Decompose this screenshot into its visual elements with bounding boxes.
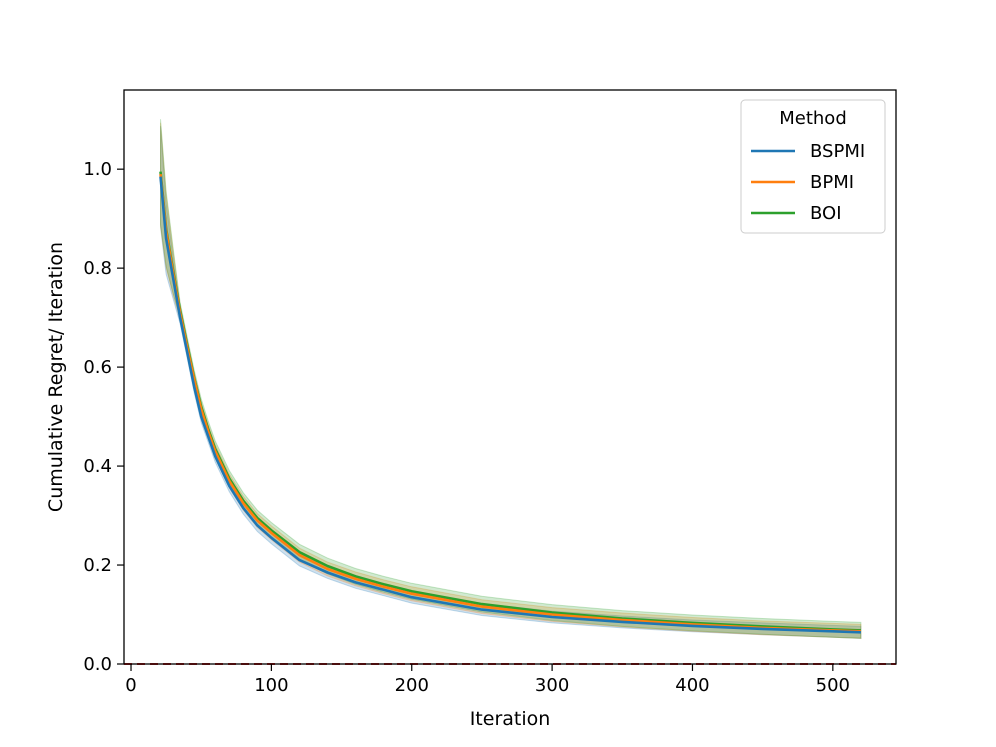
y-tick-label: 0.6 — [83, 357, 112, 378]
legend-title: Method — [779, 108, 847, 129]
legend: Method BSPMI BPMI BOI — [740, 99, 886, 234]
x-tick-label: 500 — [816, 675, 850, 696]
line-bspmi — [159, 176, 861, 634]
legend-label-boi: BOI — [810, 203, 842, 224]
y-tick-label: 0.2 — [83, 555, 112, 576]
y-tick-label: 0.4 — [83, 456, 112, 477]
plot-frame — [123, 89, 897, 665]
y-tick-label: 0.8 — [83, 258, 112, 279]
x-tick-label: 300 — [535, 675, 569, 696]
y-tick-label: 1.0 — [83, 159, 112, 180]
x-tick-label: 200 — [395, 675, 429, 696]
line-boi — [159, 171, 861, 632]
line-bpmi — [159, 173, 861, 633]
legend-box — [740, 99, 886, 234]
x-tick-label: 400 — [675, 675, 709, 696]
y-axis-label: Cumulative Regret/ Iteration — [45, 242, 67, 512]
x-axis-label: Iteration — [470, 708, 551, 730]
y-tick-label: 0.0 — [83, 654, 112, 675]
series-layer — [159, 171, 861, 634]
x-axis: 0 100 200 300 400 500 — [125, 664, 850, 696]
legend-label-bspmi: BSPMI — [810, 141, 865, 162]
legend-label-bpmi: BPMI — [810, 172, 854, 193]
x-tick-label: 100 — [254, 675, 288, 696]
y-axis: 0.0 0.2 0.4 0.6 0.8 1.0 — [83, 159, 124, 675]
x-tick-label: 0 — [125, 675, 136, 696]
